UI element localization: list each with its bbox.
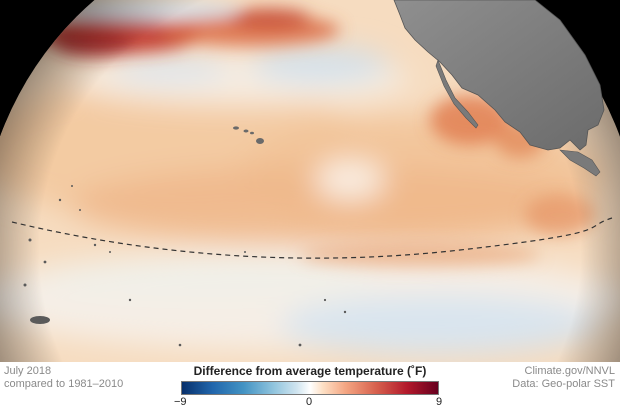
credit-caption: Climate.gov/NNVL Data: Geo-polar SST (512, 365, 615, 391)
legend-title: Difference from average temperature (˚F) (193, 364, 427, 378)
caption-source: Data: Geo-polar SST (512, 378, 615, 390)
color-scale-bar (181, 381, 439, 395)
footer: July 2018 compared to 1981–2010 Differen… (0, 362, 620, 413)
hawaiian-islands (233, 126, 264, 144)
north-america-landmass (393, 0, 605, 177)
sea-surface-temperature-map (0, 0, 620, 362)
legend-mid-label: 0 (306, 396, 313, 408)
caption-credit: Climate.gov/NNVL (524, 365, 615, 377)
date-caption: July 2018 compared to 1981–2010 (4, 365, 123, 391)
legend-max-label: 9 (436, 396, 443, 408)
caption-date: July 2018 (4, 365, 52, 377)
legend-min-label: −9 (174, 396, 187, 408)
equator-dashed-line (11, 217, 613, 259)
pacific-islands (23, 185, 347, 347)
caption-baseline: compared to 1981–2010 (4, 378, 124, 390)
